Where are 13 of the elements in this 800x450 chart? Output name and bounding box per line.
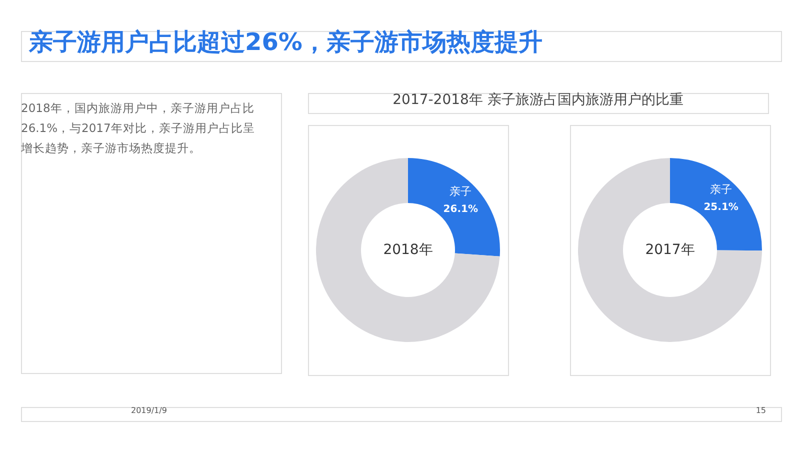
text: 2018年，国内旅游用户中，亲子游用户占比26.1%，与2017年对比，亲子游用户占比呈增长趋势，亲子游市场热度提升。	[20, 101, 255, 155]
donut-slice	[578, 158, 762, 342]
data-label: 25.1%	[704, 202, 738, 214]
data-label: 26.1%	[443, 204, 478, 215]
text: 2017-2018年 亲子旅游占国内旅游用户的比重	[392, 92, 684, 108]
donut-slice	[316, 158, 500, 342]
slice-label: 亲子	[450, 184, 472, 198]
chart-title: 亲子游用户占比超过26%，亲子游市场热度提升	[28, 28, 542, 56]
text: 2019/1/9	[131, 406, 167, 415]
text: 15	[756, 406, 766, 415]
text: 2018年	[383, 242, 433, 258]
text: 2017年	[645, 242, 695, 258]
slice-label: 亲子	[710, 183, 732, 196]
